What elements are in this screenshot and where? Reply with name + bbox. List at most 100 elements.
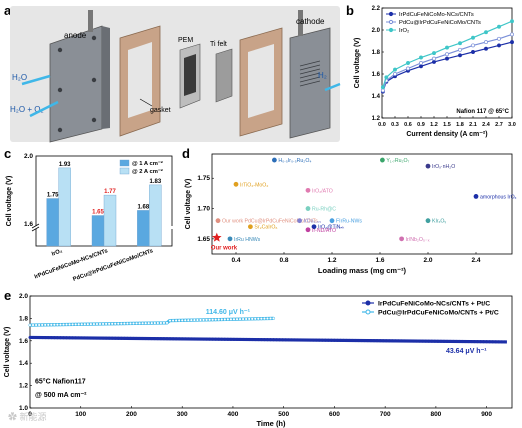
gasket-label: gasket xyxy=(150,107,171,114)
data-point xyxy=(250,337,254,342)
y-tick-label: 1.4 xyxy=(372,94,381,100)
data-point xyxy=(475,340,480,344)
data-point xyxy=(107,322,111,326)
h2o-o2-out-arrow xyxy=(29,100,59,118)
data-point xyxy=(165,321,169,325)
data-point xyxy=(366,339,370,343)
data-point xyxy=(92,322,96,326)
data-point xyxy=(40,323,44,327)
data-point xyxy=(271,338,276,342)
data-point xyxy=(360,339,364,343)
x-axis-label: Current density (A cm⁻²) xyxy=(406,131,487,138)
legend-label: PdCu@IrPdCuFeNiCoMo/CNTs xyxy=(399,20,481,26)
data-point xyxy=(55,323,59,327)
x-tick-label: 1.2 xyxy=(327,257,336,264)
data-point xyxy=(380,157,385,163)
data-point xyxy=(390,339,394,343)
data-point xyxy=(113,322,117,326)
data-point xyxy=(229,317,233,321)
y-tick-label: 2.0 xyxy=(24,153,33,160)
data-point xyxy=(159,337,163,341)
data-point xyxy=(49,336,53,340)
annotation: @ 500 mA cm⁻² xyxy=(35,392,87,399)
data-point xyxy=(445,339,449,343)
data-point xyxy=(208,318,212,322)
data-point xyxy=(424,339,428,343)
data-point xyxy=(323,338,327,342)
data-point xyxy=(259,317,263,321)
data-point xyxy=(177,318,181,322)
legend-marker xyxy=(388,19,394,25)
pem-core xyxy=(184,54,196,96)
data-point xyxy=(484,46,488,51)
x-tick-label: 600 xyxy=(329,411,340,418)
data-point xyxy=(393,339,397,343)
x-tick-label: 900 xyxy=(481,411,492,418)
data-point xyxy=(49,323,53,327)
data-point xyxy=(445,56,449,61)
data-point xyxy=(357,338,361,343)
data-point xyxy=(497,24,501,29)
data-point xyxy=(287,338,291,342)
data-point xyxy=(247,337,251,342)
data-point xyxy=(192,318,196,322)
data-point xyxy=(223,337,227,341)
data-point xyxy=(134,336,139,340)
data-point xyxy=(510,19,514,24)
data-point xyxy=(297,218,302,224)
data-point xyxy=(80,336,84,340)
bar xyxy=(58,167,71,247)
x-tick-label: 300 xyxy=(177,411,188,418)
data-point xyxy=(354,338,358,343)
data-point xyxy=(217,318,221,322)
data-point xyxy=(141,336,145,341)
gasket-pointer xyxy=(139,98,153,107)
data-point xyxy=(406,66,410,71)
data-point xyxy=(122,322,126,326)
data-point-label: IrRu HNWs xyxy=(234,237,261,243)
data-point xyxy=(28,335,32,339)
x-tick-label: 0.3 xyxy=(391,122,399,128)
x-tick-label: 0.9 xyxy=(417,122,425,128)
data-point xyxy=(463,339,467,344)
data-point-label: IrO₂/ATO xyxy=(312,188,333,194)
watermark: ✿ 新能源 xyxy=(8,412,47,422)
data-point xyxy=(265,338,269,342)
x-tick-label: 700 xyxy=(380,411,391,418)
y-tick-label: 1.0 xyxy=(19,405,28,412)
data-point xyxy=(375,339,379,343)
data-point xyxy=(503,340,507,344)
data-point xyxy=(37,323,41,327)
legend-label: @ 1 A cm⁻² xyxy=(132,160,163,167)
data-point xyxy=(406,61,410,65)
data-point xyxy=(342,338,346,342)
gasket-cathode-window xyxy=(248,44,274,118)
data-point-label: Y₁.₇Ru₂O₇ xyxy=(386,158,409,164)
data-point xyxy=(457,339,461,344)
data-point xyxy=(198,337,203,341)
data-point xyxy=(68,336,72,340)
legend-label: IrPdCuFeNiCoMo-NCs/CNTs + Pt/C xyxy=(378,301,490,308)
data-point xyxy=(296,338,300,342)
data-point xyxy=(510,32,514,37)
data-point xyxy=(393,72,397,76)
data-point xyxy=(141,321,145,325)
data-point xyxy=(171,319,175,323)
data-point xyxy=(369,339,373,343)
data-point-label: IrOₓ·nH₂O xyxy=(432,164,455,170)
data-point xyxy=(74,322,78,326)
data-point xyxy=(150,321,154,325)
data-point xyxy=(131,336,136,340)
data-point-label: Our work xyxy=(211,246,238,252)
data-point xyxy=(37,335,41,340)
data-point xyxy=(332,338,336,342)
x-tick-label: 2.1 xyxy=(469,122,477,128)
data-point xyxy=(34,335,38,340)
data-point xyxy=(208,337,212,341)
bar-value-label: 1.75 xyxy=(47,193,59,199)
data-point xyxy=(241,337,245,341)
data-point xyxy=(144,336,148,341)
data-point xyxy=(250,317,254,321)
data-point xyxy=(329,218,335,224)
data-point xyxy=(217,337,221,341)
